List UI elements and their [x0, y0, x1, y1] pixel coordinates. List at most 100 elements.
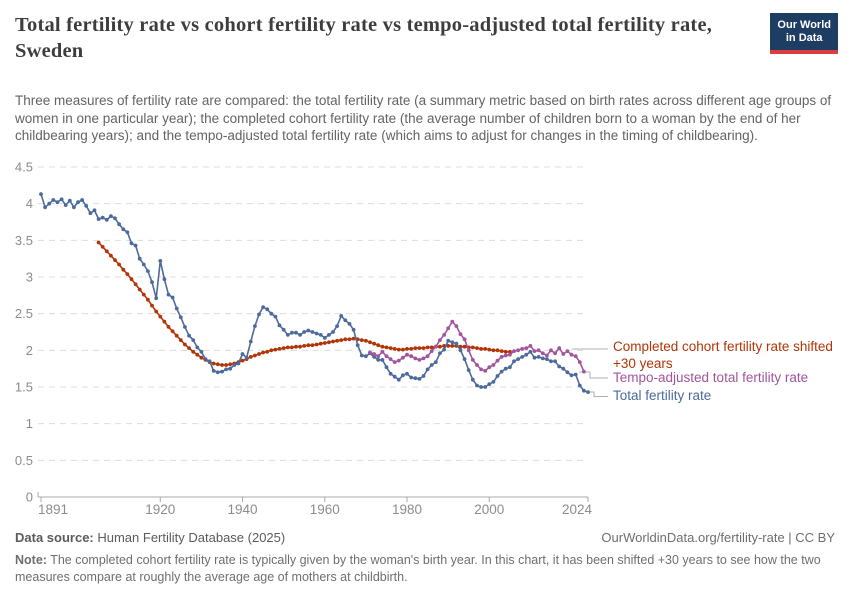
- footer-source-row: Data source: Human Fertility Database (2…: [15, 530, 835, 545]
- series-point-2-2008: [520, 355, 525, 359]
- series-point-2-1894: [51, 198, 56, 202]
- legend-item-total-fertility[interactable]: Total fertility rate: [613, 388, 712, 403]
- series-point-0-1964: [339, 338, 344, 342]
- series-point-2-1951: [285, 333, 290, 337]
- series-point-1-2011: [532, 349, 537, 353]
- series-point-0-1909: [113, 258, 117, 262]
- series-point-0-1922: [166, 325, 171, 329]
- series-point-2-1956: [306, 328, 311, 333]
- series-point-2-1891: [39, 192, 43, 196]
- series-point-2-1973: [376, 358, 381, 362]
- series-point-0-1975: [384, 345, 389, 350]
- series-point-2-1952: [290, 330, 294, 335]
- series-point-1-1998: [479, 367, 483, 372]
- series-point-2-1895: [55, 200, 60, 205]
- series-point-1-1978: [396, 358, 401, 363]
- series-point-0-1910: [117, 262, 121, 267]
- series-point-2-2011: [532, 355, 537, 360]
- series-point-2-1908: [109, 214, 113, 218]
- series-point-2-1991: [450, 340, 455, 345]
- series-point-0-2002: [495, 348, 500, 353]
- legend-item-tempo-adjusted[interactable]: Tempo-adjusted total fertility rate: [613, 370, 809, 385]
- series-point-0-1979: [401, 347, 405, 352]
- series-point-2-1994: [462, 357, 467, 361]
- series-point-2-1910: [117, 222, 121, 227]
- series-point-2-2009: [524, 352, 529, 357]
- series-point-2-1948: [273, 314, 278, 319]
- page-title: Total fertility rate vs cohort fertility…: [15, 14, 713, 62]
- series-point-2-1896: [59, 197, 64, 202]
- series-point-2-1909: [113, 216, 117, 221]
- series-point-0-1943: [253, 353, 257, 358]
- series-point-2-1928: [191, 338, 196, 342]
- series-point-1-1974: [380, 349, 385, 354]
- series-point-2-1942: [248, 339, 253, 344]
- series-point-2-1974: [380, 358, 385, 362]
- series-point-2-1963: [335, 324, 339, 328]
- series-point-1-1980: [405, 352, 409, 357]
- series-point-2-1967: [351, 327, 356, 332]
- legend-item-cohort-fertility[interactable]: Completed cohort fertility rate shifted …: [613, 339, 833, 371]
- y-tick-label-4.5: 4.5: [15, 160, 33, 175]
- series-point-1-1986: [429, 349, 434, 353]
- series-point-2-1925: [178, 315, 183, 320]
- series-point-1-2001: [491, 363, 496, 367]
- series-point-0-2005: [508, 349, 512, 354]
- series-point-2-2024: [586, 390, 590, 394]
- series-point-0-1920: [158, 314, 163, 319]
- series-point-1-2013: [540, 351, 545, 356]
- series-point-2-1937: [228, 366, 233, 371]
- series-point-2-2003: [499, 369, 504, 374]
- y-tick-label-2: 2: [26, 343, 33, 358]
- series-point-0-1953: [294, 344, 298, 349]
- series-point-0-1961: [327, 340, 331, 345]
- series-point-2-1944: [257, 312, 261, 317]
- series-point-2-1932: [207, 359, 212, 364]
- series-point-0-1966: [347, 337, 352, 342]
- series-point-1-1975: [384, 354, 389, 359]
- series-point-2-1913: [129, 241, 134, 246]
- series-point-2-1931: [203, 357, 208, 361]
- x-tick-label-1920: 1920: [145, 502, 175, 517]
- series-point-2-1921: [162, 277, 167, 282]
- series-point-0-1949: [277, 347, 282, 351]
- series-point-0-1994: [462, 344, 467, 349]
- series-point-1-2018: [561, 352, 566, 356]
- series-point-2-1972: [372, 355, 376, 359]
- series-point-0-1986: [429, 345, 434, 350]
- series-point-1-2005: [508, 352, 512, 357]
- series-point-1-1999: [483, 369, 488, 373]
- series-point-1-1983: [417, 358, 422, 362]
- series-point-2-1977: [392, 374, 397, 379]
- series-point-2-1959: [318, 333, 323, 337]
- series-point-2-1919: [154, 296, 159, 301]
- series-point-2-1940: [240, 352, 245, 356]
- series-point-2-2020: [569, 373, 574, 378]
- x-tick-label-1960: 1960: [310, 502, 340, 517]
- series-point-1-1989: [442, 333, 446, 337]
- series-point-2-1906: [100, 215, 105, 220]
- series-point-2-1993: [458, 348, 463, 353]
- series-point-1-2020: [569, 352, 574, 357]
- series-point-0-1927: [187, 346, 192, 350]
- series-point-2-1902: [84, 204, 89, 208]
- series-point-0-1940: [240, 358, 245, 363]
- series-point-0-1955: [302, 344, 307, 348]
- series-point-0-1946: [265, 349, 270, 354]
- series-point-0-1996: [470, 345, 475, 350]
- series-point-0-2000: [487, 347, 492, 352]
- attribution-link[interactable]: OurWorldinData.org/fertility-rate | CC B…: [601, 530, 835, 545]
- series-point-2-1920: [158, 259, 163, 263]
- owid-logo: Our World in Data: [770, 13, 838, 54]
- series-point-2-1936: [224, 367, 229, 372]
- series-point-2-1897: [63, 203, 68, 207]
- series-point-1-2002: [495, 358, 500, 363]
- series-point-0-1908: [109, 253, 113, 258]
- series-point-2-1976: [388, 371, 393, 376]
- series-point-2-1905: [96, 217, 101, 221]
- y-tick-label-4: 4: [26, 196, 33, 211]
- series-point-2-1962: [331, 330, 335, 334]
- x-tick-label-2024: 2024: [562, 502, 593, 517]
- series-point-2-1924: [174, 306, 179, 311]
- series-point-2-1917: [146, 269, 150, 273]
